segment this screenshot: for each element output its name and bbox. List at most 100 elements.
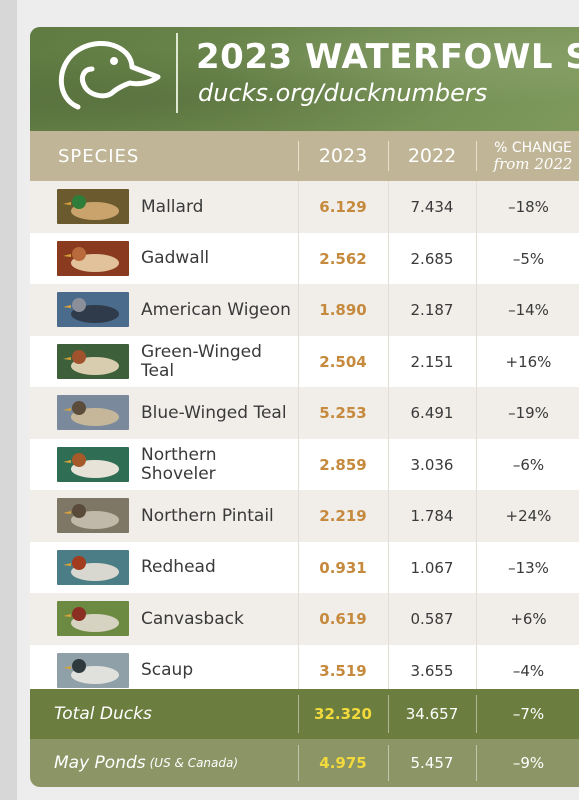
column-divider	[476, 490, 477, 542]
ponds-divider	[388, 745, 389, 781]
value-2022: 3.655	[410, 661, 454, 680]
value-2022: 7.434	[410, 198, 454, 216]
may-ponds-label: May Ponds (US & Canada)	[54, 739, 238, 787]
header-divider-line	[298, 141, 299, 171]
column-divider	[298, 644, 299, 697]
header-divider	[176, 33, 178, 113]
column-divider	[388, 232, 389, 285]
species-name: Redhead	[141, 557, 216, 577]
table-row: Scaup 3.519 3.655 –4%	[30, 644, 579, 697]
species-name: Northern Pintail	[141, 505, 274, 526]
column-divider	[388, 490, 389, 542]
percent-change: –18%	[508, 198, 549, 216]
percent-change: –19%	[508, 404, 549, 422]
total-divider	[388, 695, 389, 733]
value-2022: 1.067	[410, 558, 454, 577]
blue-winged-teal-photo-icon	[57, 395, 129, 430]
column-divider	[388, 644, 389, 697]
may-ponds-row: May Ponds (US & Canada) 4.975 5.457 –9%	[30, 739, 579, 787]
column-header-species: SPECIES	[58, 145, 140, 167]
gadwall-photo-icon	[57, 240, 129, 276]
table-row: Gadwall 2.562 2.685 –5%	[30, 232, 579, 285]
column-divider	[298, 387, 299, 439]
value-2022: 1.784	[410, 507, 454, 525]
column-divider	[298, 541, 299, 594]
species-name: Scaup	[141, 660, 194, 680]
column-header-percent-change-line2: from 2022	[493, 155, 573, 173]
may-ponds-region: (US & Canada)	[149, 756, 239, 770]
scaup-photo-icon	[57, 652, 129, 688]
northern-pintail-photo-icon	[57, 498, 129, 533]
page-left-margin	[0, 0, 17, 800]
page-title: 2023 WATERFOWL SUF	[196, 37, 579, 77]
ponds-divider	[476, 745, 477, 781]
column-divider	[476, 438, 477, 491]
percent-change: +24%	[505, 507, 552, 525]
column-divider	[476, 593, 477, 645]
species-name: Canvasback	[141, 608, 244, 629]
column-divider	[298, 335, 299, 388]
value-2023: 6.129	[319, 198, 367, 216]
column-divider	[476, 181, 477, 233]
column-divider	[298, 284, 299, 336]
table-row: Northern Pintail 2.219 1.784 +24%	[30, 490, 579, 542]
header-banner: 2023 WATERFOWL SUF ducks.org/ducknumbers	[30, 27, 579, 131]
species-name: Northern Shoveler	[141, 444, 217, 484]
column-divider	[388, 593, 389, 645]
total-ducks-2023: 32.320	[314, 705, 372, 723]
northern-shoveler-photo-icon	[57, 446, 129, 482]
column-header-percent-change: % CHANGE from 2022	[476, 131, 579, 181]
percent-change: +16%	[505, 352, 552, 371]
total-divider	[298, 695, 299, 733]
column-divider	[388, 335, 389, 388]
column-divider	[476, 232, 477, 285]
column-divider	[388, 181, 389, 233]
value-2023: 0.931	[319, 558, 367, 577]
total-ducks-2022: 34.657	[405, 705, 459, 723]
table-row: Northern Shoveler 2.859 3.036 –6%	[30, 438, 579, 491]
may-ponds-change: –9%	[512, 754, 545, 772]
column-divider	[388, 438, 389, 491]
column-divider	[476, 387, 477, 439]
table-row: Green-Winged Teal 2.504 2.151 +16%	[30, 335, 579, 388]
table-row: Blue-Winged Teal 5.253 6.491 –19%	[30, 387, 579, 439]
total-ducks-label: Total Ducks	[54, 704, 152, 724]
header-divider-line	[388, 141, 389, 171]
may-ponds-2022: 5.457	[410, 754, 454, 772]
percent-change: –5%	[512, 249, 545, 268]
value-2023: 1.890	[319, 301, 367, 319]
species-name: Gadwall	[141, 248, 210, 268]
percent-change: –6%	[512, 455, 545, 474]
value-2022: 3.036	[410, 455, 454, 474]
column-divider	[388, 541, 389, 594]
species-name: Blue-Winged Teal	[141, 402, 287, 423]
total-ducks-row: Total Ducks 32.320 34.657 –7%	[30, 689, 579, 739]
mallard-photo-icon	[57, 189, 129, 224]
total-divider	[476, 695, 477, 733]
column-divider	[476, 335, 477, 388]
column-divider	[298, 181, 299, 233]
value-2022: 6.491	[410, 404, 454, 422]
value-2022: 2.151	[410, 352, 454, 371]
column-divider	[298, 438, 299, 491]
table-row: Redhead 0.931 1.067 –13%	[30, 541, 579, 594]
value-2022: 0.587	[410, 610, 454, 628]
value-2023: 2.504	[319, 352, 367, 371]
percent-change: +6%	[510, 610, 547, 628]
table-row: American Wigeon 1.890 2.187 –14%	[30, 284, 579, 336]
column-header-2022: 2022	[407, 145, 457, 167]
species-name: Mallard	[141, 196, 204, 217]
may-ponds-label-text: May Ponds	[54, 753, 146, 773]
website-link[interactable]: ducks.org/ducknumbers	[198, 79, 488, 107]
column-divider	[298, 232, 299, 285]
waterfowl-survey-card: 2023 WATERFOWL SUF ducks.org/ducknumbers…	[30, 27, 579, 787]
percent-change: –13%	[508, 558, 549, 577]
column-divider	[476, 284, 477, 336]
value-2023: 0.619	[319, 610, 367, 628]
header-divider-line	[476, 141, 477, 171]
column-header-2023: 2023	[318, 145, 368, 167]
column-divider	[298, 593, 299, 645]
percent-change: –14%	[508, 301, 549, 319]
column-divider	[388, 387, 389, 439]
table-row: Mallard 6.129 7.434 –18%	[30, 181, 579, 233]
